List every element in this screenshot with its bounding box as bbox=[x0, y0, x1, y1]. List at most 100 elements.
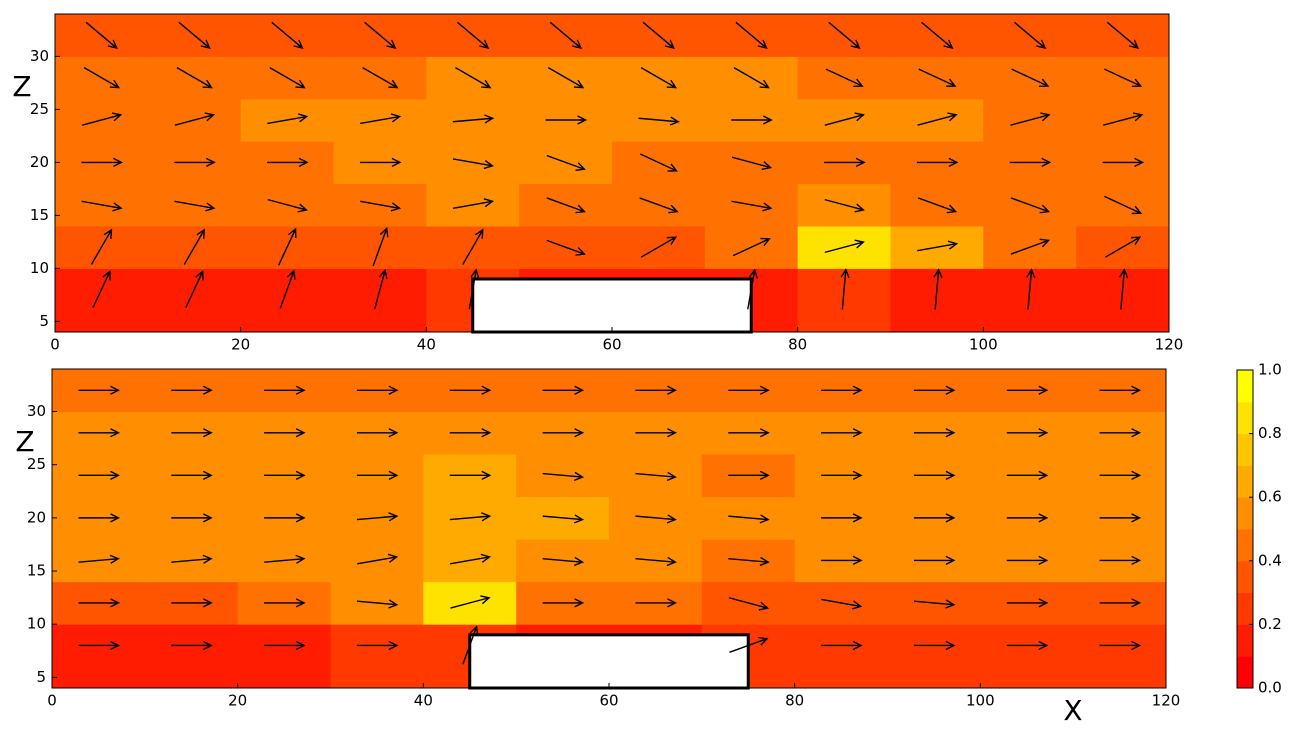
x-tick-label: 80 bbox=[785, 692, 804, 710]
x-tick-label: 40 bbox=[414, 692, 433, 710]
arrow bbox=[639, 153, 678, 172]
field-cell bbox=[330, 624, 424, 689]
arrow bbox=[821, 385, 863, 395]
y-tick-label: 10 bbox=[27, 615, 46, 633]
arrow bbox=[360, 113, 402, 125]
arrow bbox=[449, 512, 492, 522]
y-tick-label: 20 bbox=[27, 508, 46, 526]
arrow bbox=[1011, 68, 1050, 87]
x-tick-label: 120 bbox=[1152, 692, 1181, 710]
x-tick-label: 60 bbox=[602, 336, 621, 354]
arrow bbox=[462, 625, 479, 665]
field-cell bbox=[237, 624, 331, 689]
arrow bbox=[728, 385, 770, 395]
arrow bbox=[821, 470, 863, 480]
y-tick-label: 5 bbox=[36, 668, 46, 686]
arrow bbox=[178, 21, 211, 50]
field-cell bbox=[1073, 624, 1167, 689]
arrow bbox=[635, 514, 677, 524]
arrow bbox=[1010, 197, 1051, 214]
field-cell bbox=[887, 624, 981, 689]
arrow bbox=[372, 226, 389, 267]
arrow bbox=[635, 556, 677, 567]
arrow bbox=[825, 68, 864, 87]
arrow bbox=[638, 116, 680, 126]
arrow bbox=[824, 112, 865, 126]
arrow bbox=[733, 66, 770, 89]
arrow bbox=[450, 595, 491, 609]
field-cell bbox=[147, 268, 242, 333]
arrow bbox=[449, 470, 492, 480]
arrow bbox=[90, 228, 113, 265]
arrow bbox=[269, 66, 306, 89]
arrow bbox=[640, 236, 678, 258]
arrow bbox=[640, 66, 678, 89]
arrow bbox=[277, 227, 297, 266]
arrow bbox=[456, 21, 490, 50]
field-cell bbox=[794, 624, 888, 689]
arrow bbox=[542, 385, 585, 395]
obstacle bbox=[471, 277, 753, 334]
arrow bbox=[462, 228, 484, 265]
arrow bbox=[1006, 640, 1049, 651]
arrow bbox=[183, 228, 206, 265]
y-tick-label: 15 bbox=[30, 206, 49, 224]
arrow bbox=[264, 470, 306, 480]
field-cell bbox=[144, 624, 239, 689]
y-tick-label: 25 bbox=[30, 100, 49, 118]
arrow bbox=[174, 200, 216, 212]
arrow bbox=[78, 554, 120, 564]
arrow bbox=[913, 555, 956, 566]
arrow bbox=[171, 598, 213, 608]
arrow bbox=[1026, 268, 1036, 310]
arrow bbox=[728, 428, 770, 438]
arrow bbox=[1099, 555, 1142, 566]
arrow bbox=[264, 640, 306, 651]
arrow bbox=[821, 598, 863, 610]
arrow bbox=[171, 554, 213, 564]
arrow bbox=[635, 471, 677, 482]
arrow bbox=[542, 514, 585, 524]
arrow bbox=[78, 513, 120, 523]
y-tick-label: 25 bbox=[27, 455, 46, 473]
arrow bbox=[732, 237, 771, 257]
y-axis-label: Z bbox=[15, 425, 34, 458]
arrow bbox=[81, 200, 123, 212]
arrow bbox=[913, 513, 956, 523]
arrow bbox=[1010, 238, 1051, 255]
arrow bbox=[171, 470, 213, 480]
arrow bbox=[821, 428, 863, 438]
arrow bbox=[360, 200, 402, 212]
x-tick-label: 100 bbox=[966, 692, 995, 710]
field-cell bbox=[983, 268, 1077, 333]
arrow bbox=[78, 428, 120, 438]
colorbar-tick-label: 0.0 bbox=[1258, 679, 1282, 697]
x-tick-label: 0 bbox=[47, 692, 57, 710]
colorbar-tick-label: 1.0 bbox=[1258, 361, 1282, 379]
arrow bbox=[78, 385, 120, 395]
colorbar-band bbox=[1237, 529, 1253, 562]
arrow bbox=[1013, 21, 1047, 50]
arrow bbox=[267, 198, 308, 213]
arrow bbox=[356, 470, 399, 480]
arrow bbox=[279, 269, 296, 309]
arrow bbox=[356, 640, 399, 651]
arrow bbox=[1006, 470, 1049, 480]
arrow bbox=[1102, 157, 1145, 168]
x-tick-label: 20 bbox=[228, 692, 247, 710]
arrow bbox=[542, 428, 585, 438]
x-tick-label: 100 bbox=[969, 336, 998, 354]
x-tick-label: 40 bbox=[417, 336, 436, 354]
arrow bbox=[171, 385, 213, 395]
arrow bbox=[821, 555, 863, 566]
arrow bbox=[171, 640, 213, 651]
obstacle bbox=[468, 633, 750, 690]
arrow bbox=[642, 21, 675, 50]
arrow bbox=[83, 66, 121, 89]
arrow bbox=[728, 556, 770, 567]
arrow bbox=[1099, 598, 1142, 608]
arrow bbox=[171, 428, 213, 438]
colorbar-band bbox=[1237, 592, 1253, 625]
arrow bbox=[452, 114, 495, 124]
colorbar-band bbox=[1237, 656, 1253, 689]
